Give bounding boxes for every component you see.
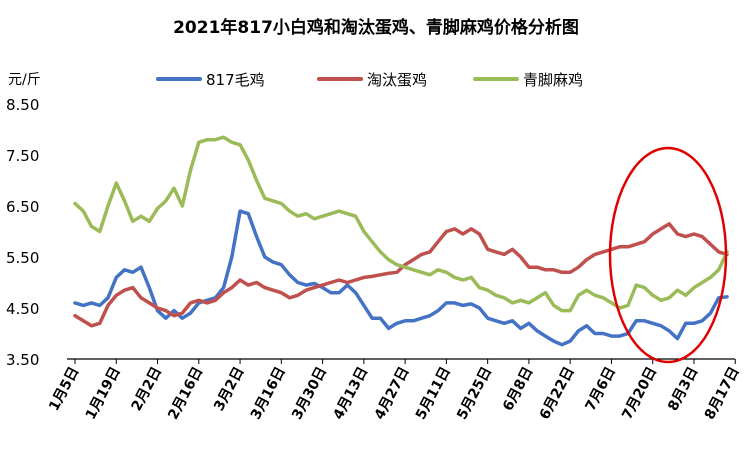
- legend-label-0: 817毛鸡: [206, 71, 265, 89]
- legend-label-1: 淘汰蛋鸡: [367, 71, 427, 89]
- series-line-0: [73, 209, 729, 347]
- legend-label-2: 青脚麻鸡: [523, 71, 583, 89]
- y-axis-unit-label: 元/斤: [8, 72, 41, 88]
- series-line-1: [73, 222, 729, 328]
- y-tick-label: 3.50: [6, 351, 39, 369]
- y-tick-label: 6.50: [6, 198, 39, 216]
- x-axis-tick-marks: [74, 359, 736, 364]
- legend: 817毛鸡 淘汰蛋鸡 青脚麻鸡: [156, 71, 583, 89]
- y-tick-label: 4.50: [6, 300, 39, 318]
- y-tick-label: 5.50: [6, 249, 39, 267]
- chart-title: 2021年817小白鸡和淘汰蛋鸡、青脚麻鸡价格分析图: [173, 17, 579, 38]
- y-axis-ticks: 8.50 7.50 6.50 5.50 4.50 3.50: [6, 96, 39, 369]
- y-tick-label: 8.50: [6, 96, 39, 114]
- y-tick-label: 7.50: [6, 147, 39, 165]
- highlight-ellipse: [608, 146, 728, 364]
